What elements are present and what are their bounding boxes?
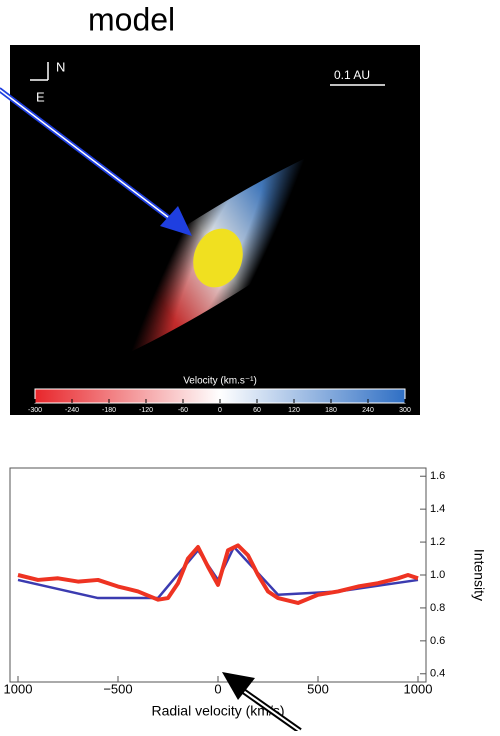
y-tick-label: 0.6 — [430, 635, 445, 647]
colorbar-tick-label: -120 — [139, 407, 153, 414]
annotation: 0.1 AU — [334, 68, 370, 82]
colorbar-tick-label: 60 — [253, 407, 261, 414]
x-tick-label: 0 — [214, 681, 221, 696]
colorbar-tick-label: 180 — [325, 407, 337, 414]
y-tick-label: 0.8 — [430, 602, 445, 614]
x-tick-label: 1000 — [404, 681, 433, 696]
figure: model N E 0.1 AU Velocity (km.s⁻¹) -300 -… — [0, 0, 500, 731]
colorbar-label: Velocity (km.s⁻¹) — [183, 376, 257, 387]
colorbar-tick-label: -300 — [28, 407, 42, 414]
colorbar-tick-label: 300 — [399, 407, 411, 414]
page: model N E 0.1 AU Velocity (km.s⁻¹) -300 -… — [0, 0, 500, 731]
x-tick-label: −500 — [103, 681, 132, 696]
y-tick-label: 1.0 — [430, 569, 445, 581]
annotation: N — [56, 59, 65, 74]
plot-frame — [10, 468, 426, 682]
colorbar-tick-label: -180 — [102, 407, 116, 414]
x-tick-label: 500 — [307, 681, 329, 696]
y-tick-label: 0.4 — [430, 668, 445, 680]
annotation: E — [36, 89, 45, 104]
colorbar-tick-label: -60 — [178, 407, 188, 414]
y-tick-label: 1.4 — [430, 503, 445, 515]
colorbar-tick-label: 240 — [362, 407, 374, 414]
colorbar-tick-label: -240 — [65, 407, 79, 414]
y-tick-label: 1.6 — [430, 470, 445, 482]
header: model — [88, 1, 175, 37]
colorbar-tick-label: 120 — [288, 407, 300, 414]
x-tick-label: 1000 — [4, 681, 33, 696]
y-tick-label: 1.2 — [430, 536, 445, 548]
colorbar-tick-label: 0 — [218, 407, 222, 414]
y-axis-label: Intensity — [471, 549, 487, 601]
